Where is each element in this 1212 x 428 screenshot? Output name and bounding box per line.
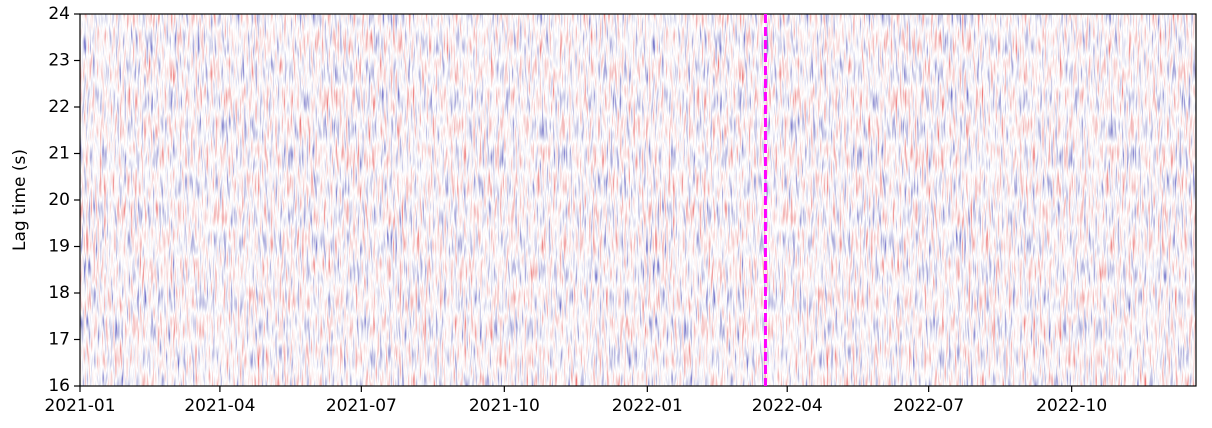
y-axis-label: Lag time (s) [10, 149, 30, 251]
x-tick-label: 2021-04 [184, 396, 255, 416]
x-tick-label: 2022-07 [893, 396, 964, 416]
y-tick-label: 19 [48, 237, 70, 257]
y-tick-label: 16 [48, 376, 70, 396]
x-tick-label: 2021-01 [44, 396, 115, 416]
x-tick-label: 2021-07 [326, 396, 397, 416]
y-tick-label: 20 [48, 190, 70, 210]
y-tick-label: 17 [48, 330, 70, 350]
x-tick-label: 2022-04 [752, 396, 823, 416]
y-tick-label: 21 [48, 144, 70, 164]
heatmap-image [80, 14, 1196, 386]
y-tick-label: 22 [48, 97, 70, 117]
y-tick-label: 23 [48, 51, 70, 71]
x-tick-label: 2021-10 [469, 396, 540, 416]
y-tick-label: 24 [48, 4, 70, 24]
x-tick-label: 2022-10 [1036, 396, 1107, 416]
y-tick-label: 18 [48, 283, 70, 303]
x-tick-label: 2022-01 [612, 396, 683, 416]
